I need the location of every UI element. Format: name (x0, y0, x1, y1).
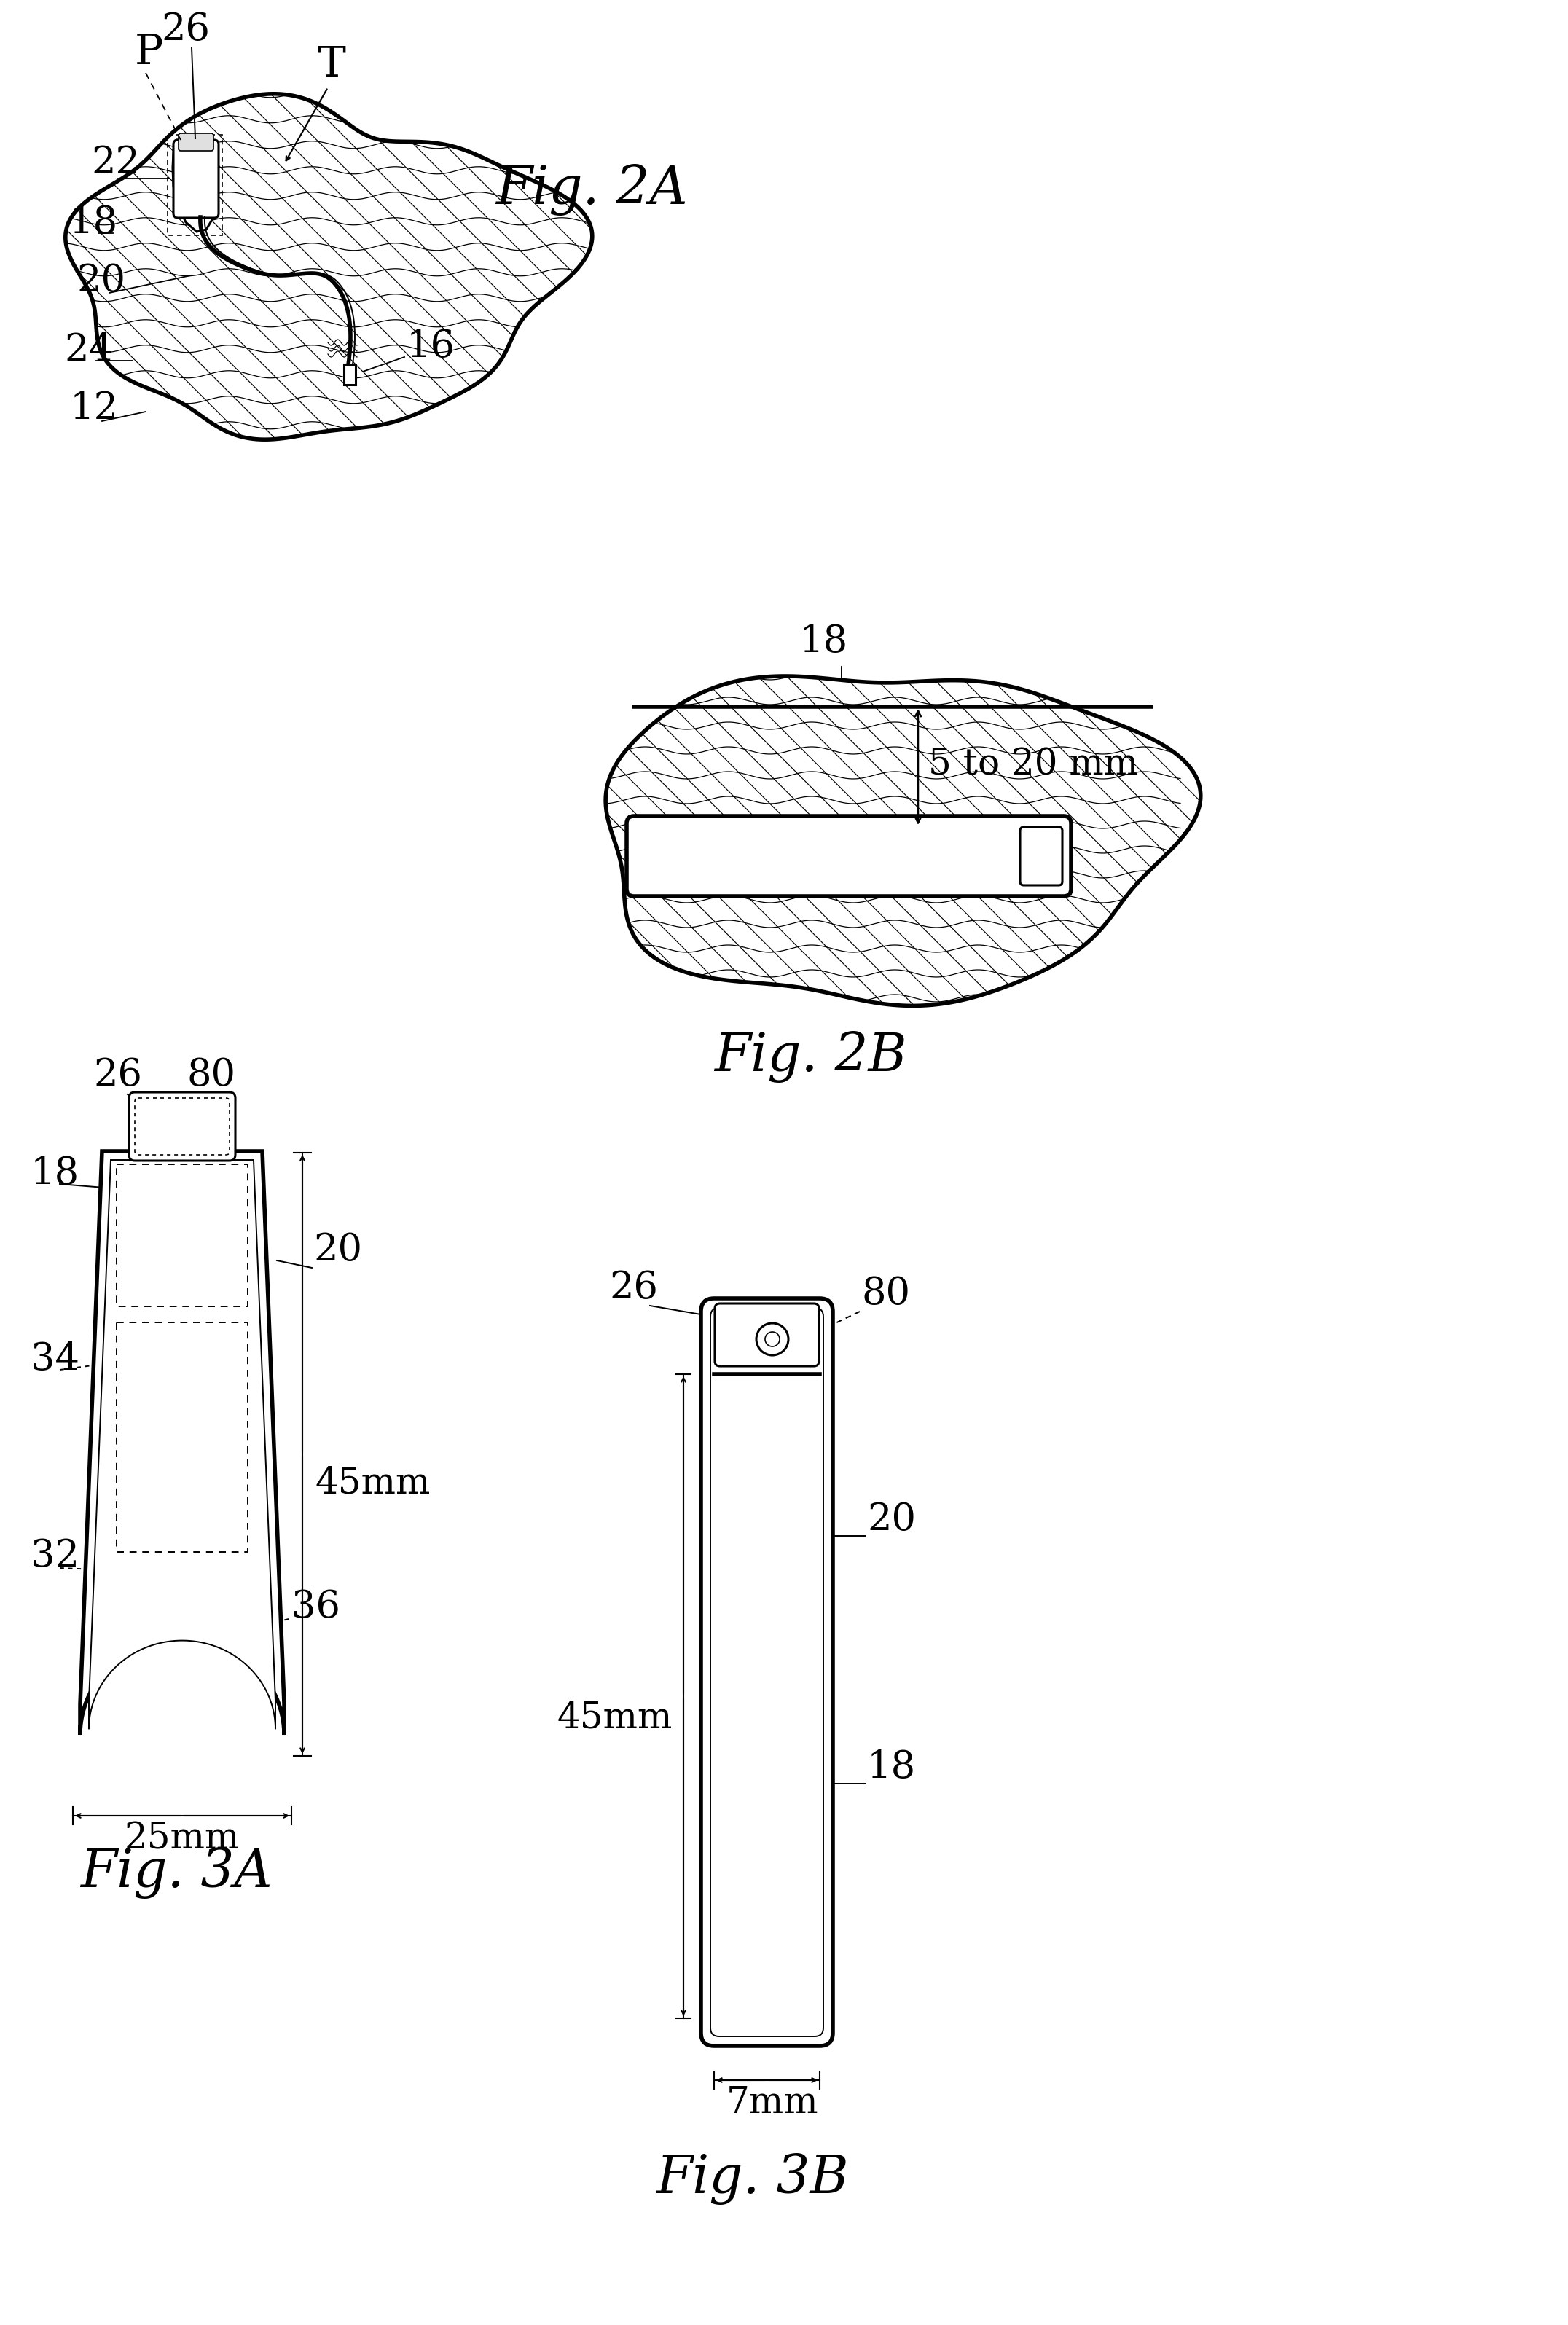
Text: 80: 80 (861, 1274, 909, 1311)
Polygon shape (89, 1160, 276, 1730)
Text: 20: 20 (867, 1502, 916, 1539)
Text: Fig. 3B: Fig. 3B (655, 2153, 848, 2204)
Text: 5 to 20 mm: 5 to 20 mm (928, 746, 1138, 784)
Circle shape (756, 1323, 789, 1355)
Text: 32: 32 (31, 1537, 80, 1574)
Text: 7mm: 7mm (726, 2086, 818, 2120)
FancyBboxPatch shape (715, 1304, 818, 1367)
Text: 36: 36 (292, 1588, 340, 1625)
Text: 22: 22 (91, 144, 140, 181)
Text: Fig. 2A: Fig. 2A (495, 165, 687, 216)
Text: 45mm: 45mm (557, 1700, 673, 1737)
Text: 25mm: 25mm (124, 1820, 240, 1855)
Text: 18: 18 (69, 205, 118, 242)
Bar (343, 365, 356, 384)
FancyBboxPatch shape (174, 139, 218, 219)
Text: P: P (135, 33, 163, 72)
FancyBboxPatch shape (710, 1309, 823, 2037)
FancyBboxPatch shape (627, 816, 1071, 895)
Text: Fig. 3A: Fig. 3A (80, 1846, 273, 1900)
Text: 18: 18 (867, 1748, 916, 1786)
Text: 80: 80 (187, 1056, 235, 1093)
Text: 12: 12 (71, 391, 119, 428)
Text: 26: 26 (610, 1269, 659, 1307)
Text: 18: 18 (798, 623, 848, 660)
Text: 16: 16 (406, 328, 455, 365)
Text: 20: 20 (314, 1232, 362, 1269)
Polygon shape (66, 93, 593, 439)
Text: T: T (317, 44, 345, 86)
FancyBboxPatch shape (129, 1093, 235, 1160)
FancyBboxPatch shape (1021, 828, 1063, 886)
Text: 24: 24 (64, 332, 113, 370)
Text: 34: 34 (31, 1342, 80, 1379)
Text: 20: 20 (77, 263, 125, 300)
Bar (116, 1323, 248, 1553)
Bar (168, 135, 223, 235)
Text: Fig. 2B: Fig. 2B (713, 1030, 906, 1083)
Bar (116, 1165, 248, 1307)
Text: 18: 18 (31, 1156, 80, 1193)
Polygon shape (80, 1151, 284, 1734)
Polygon shape (172, 139, 216, 232)
FancyBboxPatch shape (179, 133, 213, 151)
Text: 26: 26 (94, 1056, 143, 1093)
FancyBboxPatch shape (701, 1297, 833, 2046)
Text: 26: 26 (162, 12, 210, 49)
Circle shape (765, 1332, 779, 1346)
Text: 45mm: 45mm (315, 1465, 431, 1502)
Polygon shape (605, 677, 1201, 1007)
